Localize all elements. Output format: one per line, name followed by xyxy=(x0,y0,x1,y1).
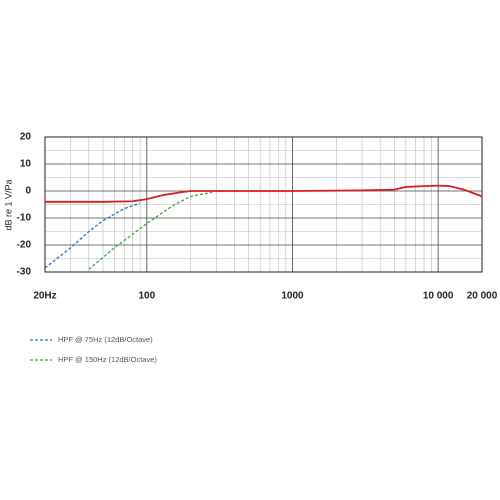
legend-label: HPF @ 75Hz (12dB/Octave) xyxy=(58,335,153,344)
plot-frame xyxy=(44,136,483,273)
series-line xyxy=(45,184,483,203)
x-tick-label: 100 xyxy=(138,291,155,302)
series-line xyxy=(44,202,141,269)
y-tick-label: 0 xyxy=(25,186,31,197)
x-tick-label: 20 000 xyxy=(467,291,498,302)
legend-label: HPF @ 150Hz (12dB/Octave) xyxy=(58,355,157,364)
x-tick-label: 10 000 xyxy=(423,291,454,302)
y-axis-label: dB re 1 V/Pa xyxy=(3,179,13,230)
series-line xyxy=(88,191,213,270)
y-tick-label: -30 xyxy=(17,267,32,278)
y-tick-label: 20 xyxy=(20,132,32,143)
y-tick-label: -10 xyxy=(17,213,32,224)
x-tick-label: 20Hz xyxy=(33,291,56,302)
y-tick-label: 10 xyxy=(20,159,32,170)
x-tick-label: 1000 xyxy=(281,291,304,302)
y-tick-label: -20 xyxy=(17,240,32,251)
